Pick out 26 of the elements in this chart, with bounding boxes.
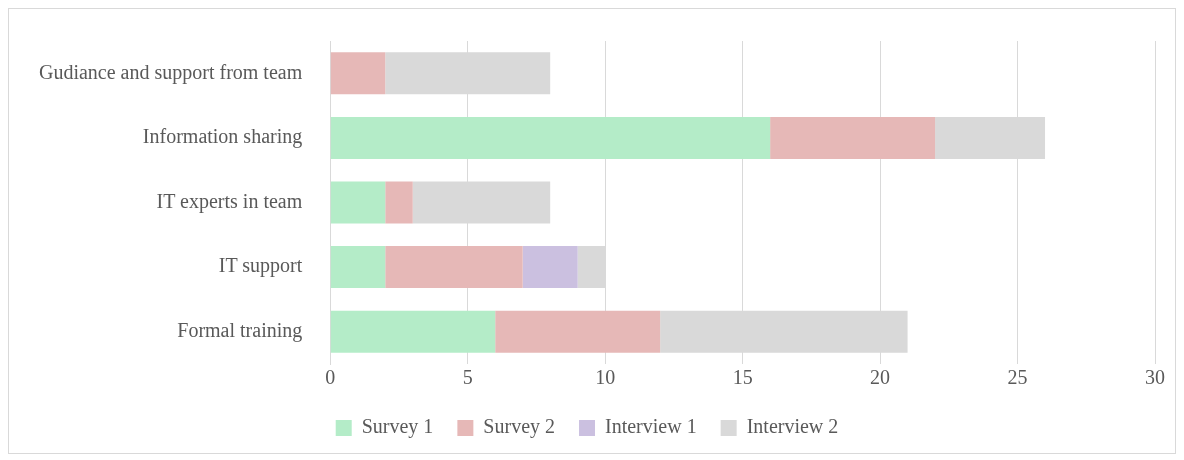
legend-label: Interview 2 bbox=[746, 415, 839, 438]
bar bbox=[385, 181, 413, 224]
legend-label: Survey 2 bbox=[483, 415, 556, 439]
y-tick-label: Formal training bbox=[177, 318, 303, 342]
bar bbox=[385, 246, 523, 289]
x-tick-label: 5 bbox=[462, 366, 473, 389]
x-tick-label: 10 bbox=[595, 366, 616, 389]
bar bbox=[330, 310, 496, 353]
x-tick-label: 30 bbox=[1145, 366, 1165, 389]
bar bbox=[330, 181, 386, 224]
bar bbox=[522, 246, 578, 289]
x-tick-label: 25 bbox=[1007, 366, 1028, 389]
bar bbox=[330, 116, 771, 159]
x-tick-label: 20 bbox=[870, 366, 891, 389]
y-tick-label: IT experts in team bbox=[156, 189, 303, 213]
bar bbox=[330, 246, 386, 289]
x-tick-label: 15 bbox=[732, 366, 753, 389]
y-tick-label: Gudiance and support from team bbox=[38, 60, 303, 84]
legend-label: Interview 1 bbox=[605, 415, 697, 438]
legend-label: Survey 1 bbox=[361, 415, 434, 439]
bar bbox=[330, 52, 386, 95]
x-tick-label: 0 bbox=[325, 366, 336, 389]
y-tick-label: IT support bbox=[218, 254, 303, 278]
bar bbox=[770, 116, 936, 159]
bar bbox=[495, 310, 661, 353]
y-tick-label: Information sharing bbox=[142, 125, 303, 149]
